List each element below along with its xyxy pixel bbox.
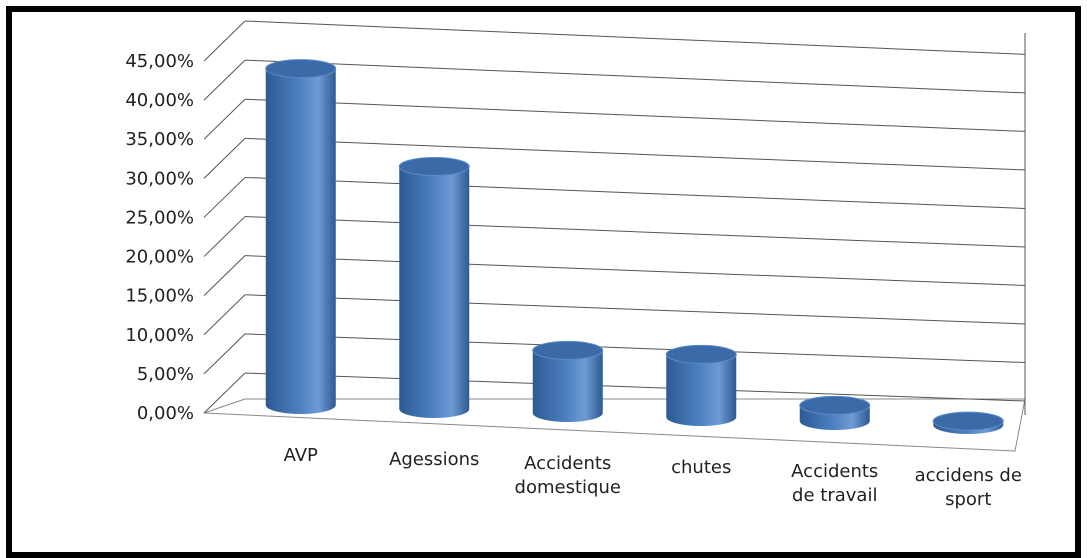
category-label: chutes xyxy=(671,457,731,478)
grid-diag xyxy=(203,294,246,336)
gridline xyxy=(244,176,1026,209)
grid-diag xyxy=(203,372,246,414)
bar-2 xyxy=(532,350,603,422)
grid-diag xyxy=(203,255,246,297)
category-label: accidens de sport xyxy=(915,465,1022,510)
gridline xyxy=(244,372,1026,402)
gridline xyxy=(244,59,1026,94)
grid-diag xyxy=(203,137,246,179)
bar-top-1 xyxy=(398,157,470,177)
category-label: Agessions xyxy=(389,449,479,470)
gridline xyxy=(244,333,1026,363)
y-tick-label: 10,00% xyxy=(125,325,194,346)
y-tick-label: 20,00% xyxy=(125,247,194,268)
bar-chart: 0,00% 5,00% 10,00% 15,00% 20,00% 25,00% 30,00%… xyxy=(125,20,1026,510)
bar-0 xyxy=(265,68,336,414)
y-tick-label: 25,00% xyxy=(125,207,194,228)
bar-3 xyxy=(666,354,737,426)
grid-diag xyxy=(203,177,246,218)
gridline xyxy=(244,294,1026,325)
bar-top-2 xyxy=(532,340,604,360)
grid-diag xyxy=(203,59,246,101)
bar-1 xyxy=(399,166,470,418)
grid-diag xyxy=(203,333,246,375)
gridline xyxy=(244,98,1026,132)
y-tick-label: 45,00% xyxy=(125,51,194,72)
gridline xyxy=(244,20,1026,55)
bar-top-0 xyxy=(265,59,337,79)
y-tick-label: 15,00% xyxy=(125,286,194,307)
gridline xyxy=(244,216,1026,248)
y-tick-label: 5,00% xyxy=(137,364,194,385)
y-tick-label: 35,00% xyxy=(125,129,194,150)
gridline xyxy=(244,255,1026,286)
bar-top-4 xyxy=(799,395,871,415)
y-tick-label: 40,00% xyxy=(125,90,194,111)
bar-top-5 xyxy=(932,411,1004,431)
y-tick-label: 0,00% xyxy=(137,403,194,424)
category-label: Accidents domestique xyxy=(515,453,621,498)
category-label: Accidents de travail xyxy=(791,461,878,506)
grid-diag xyxy=(203,98,246,140)
category-label: AVP xyxy=(284,445,318,466)
gridline xyxy=(244,137,1026,171)
grid-diag xyxy=(203,216,246,257)
y-tick-label: 30,00% xyxy=(125,168,194,189)
bar-top-3 xyxy=(665,344,737,364)
grid-diag xyxy=(203,20,246,62)
chart-frame: 0,00% 5,00% 10,00% 15,00% 20,00% 25,00% 30,00%… xyxy=(6,6,1081,558)
